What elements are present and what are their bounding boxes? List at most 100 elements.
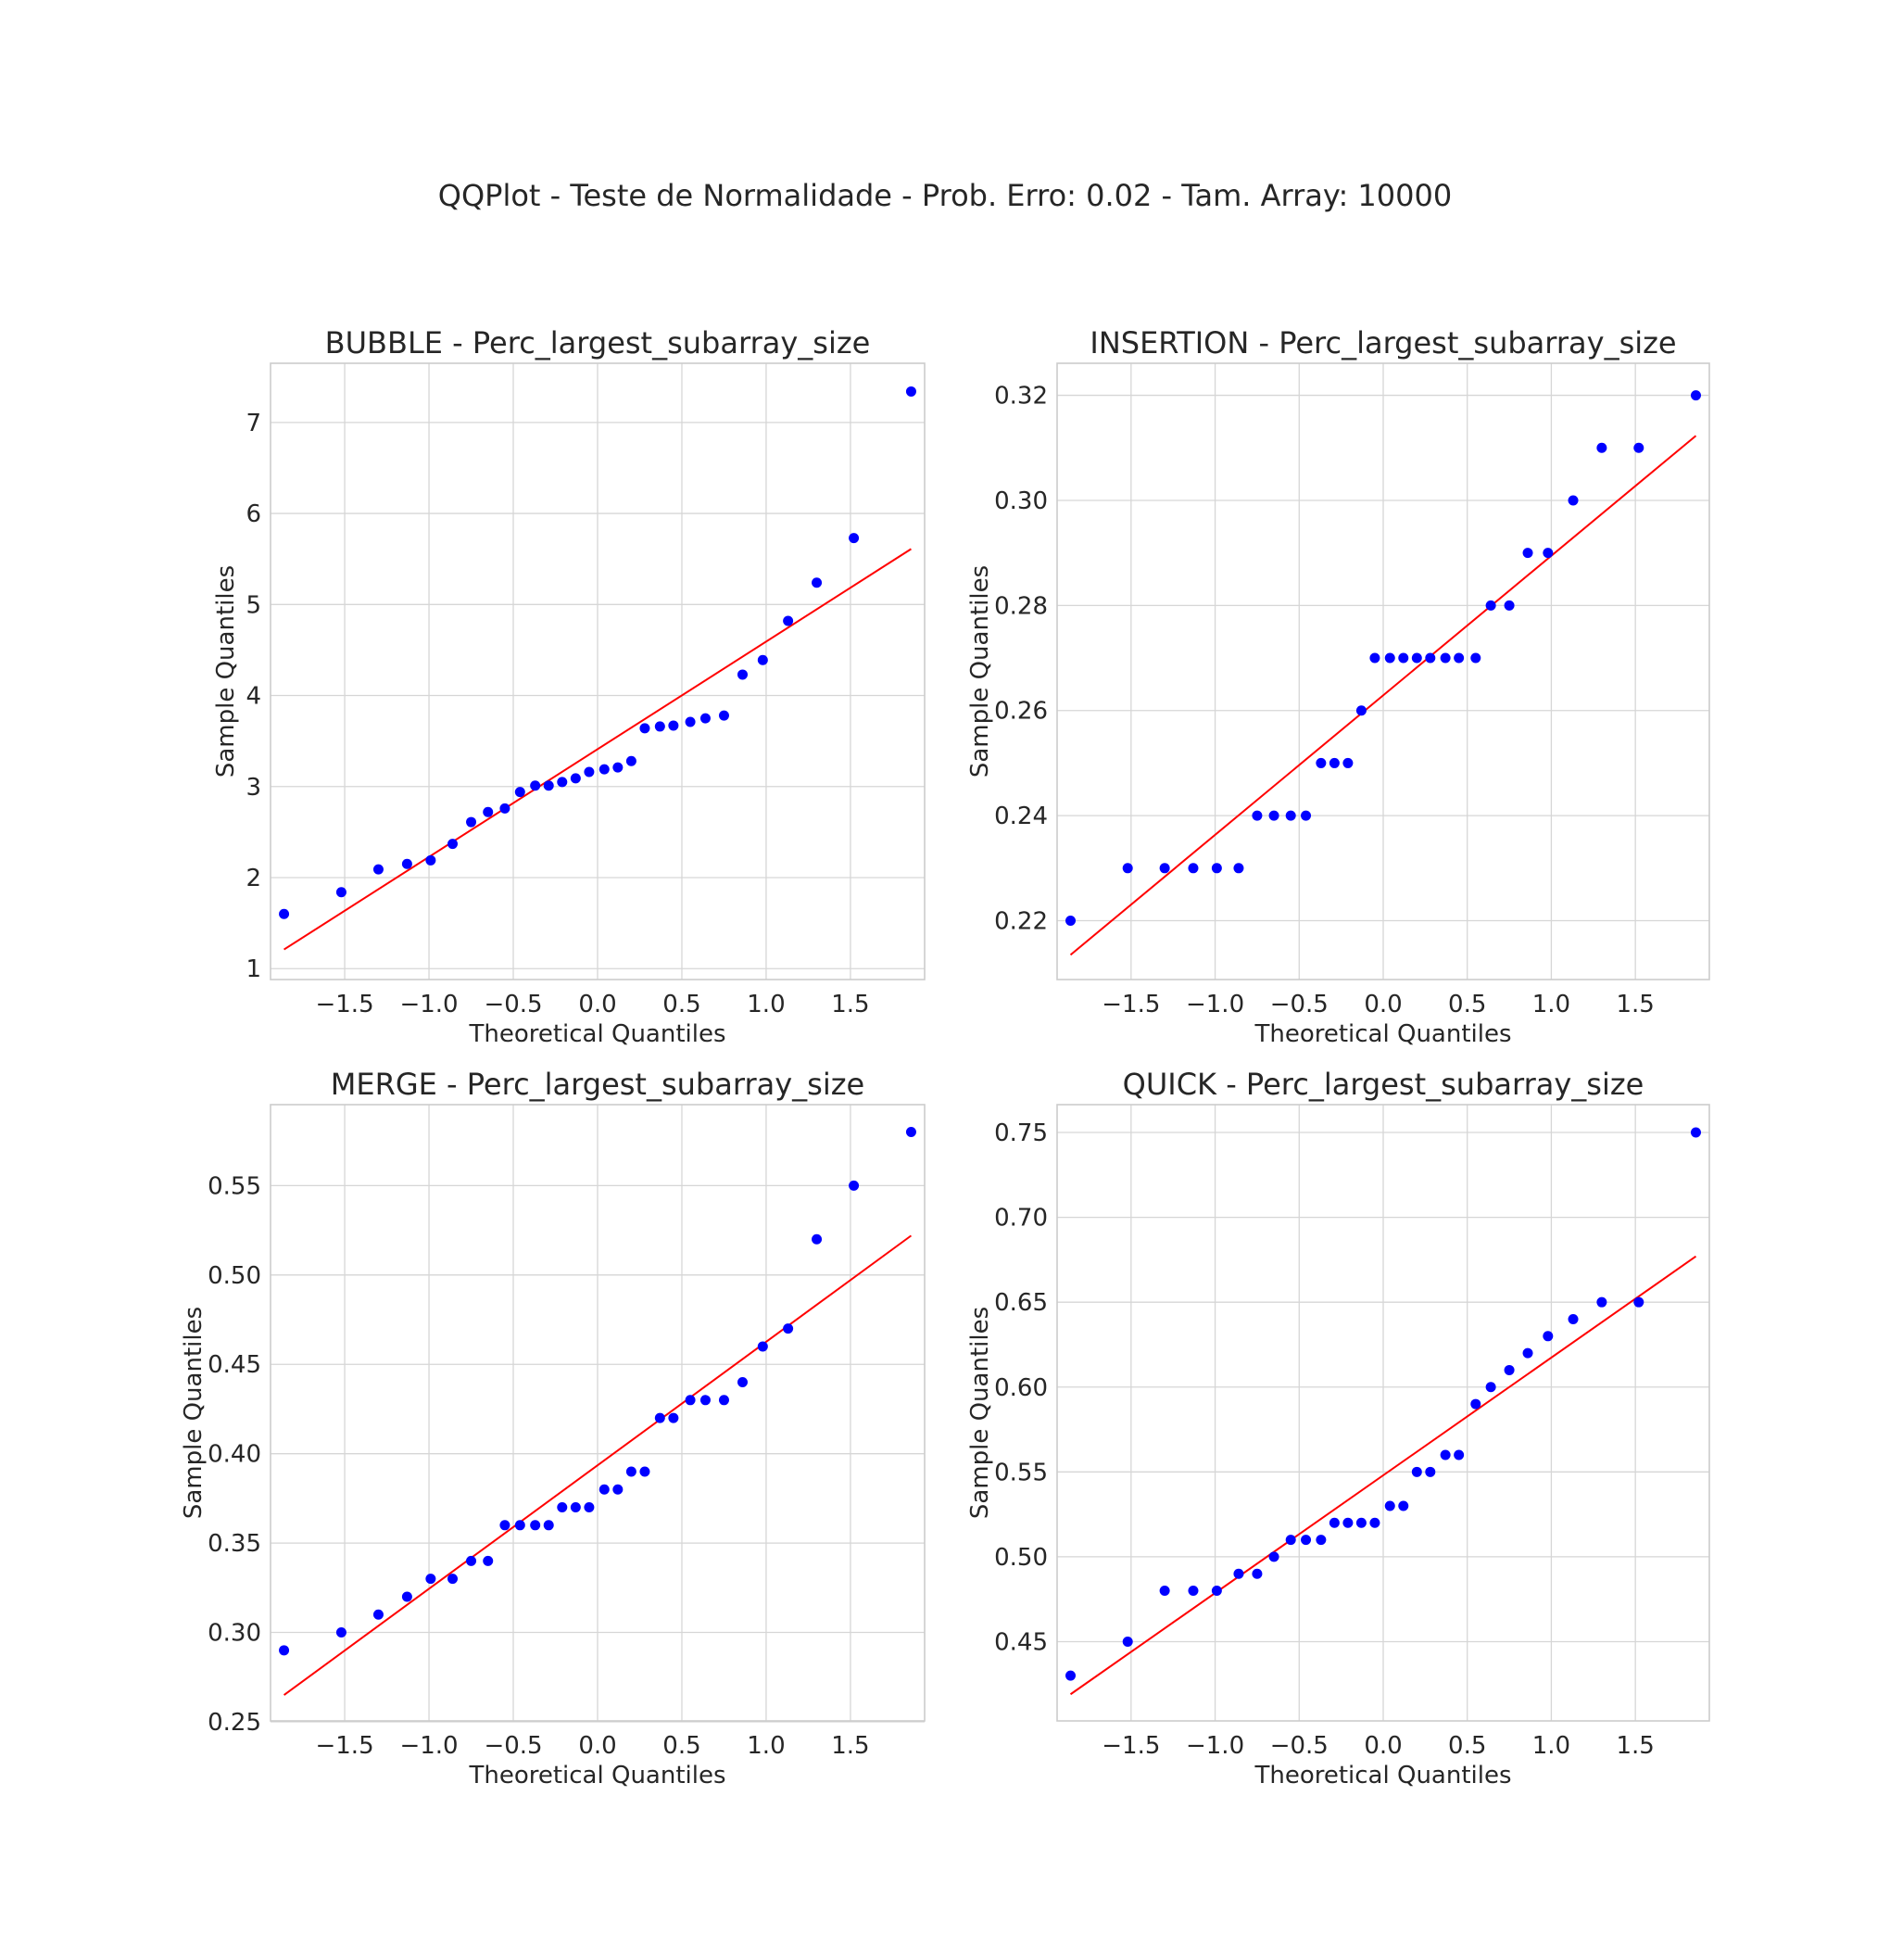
x-tick-label: 0.5	[662, 991, 700, 1018]
data-point	[668, 720, 679, 731]
y-tick-label: 0.70	[994, 1205, 1048, 1233]
y-axis-label: Sample Quantiles	[180, 1307, 208, 1519]
data-point	[1285, 1535, 1296, 1546]
data-point	[598, 764, 610, 775]
x-tick-label: 1.5	[1616, 991, 1654, 1018]
y-tick-label: 0.50	[208, 1262, 261, 1290]
panel-bubble: −1.5 −1.0 −0.5 0.0 0.5 1.0 1.5 1 2 3 4 5 6 7 Theoretic…	[212, 325, 926, 1048]
data-point	[372, 864, 384, 875]
data-point	[557, 777, 568, 788]
data-point	[1233, 1568, 1244, 1579]
y-tick-label: 0.25	[208, 1709, 261, 1737]
data-point	[1398, 652, 1409, 664]
data-point	[279, 908, 290, 919]
y-tick-label: 0.26	[994, 698, 1048, 726]
data-point	[1543, 548, 1554, 559]
data-point	[335, 1627, 346, 1638]
panel-title: BUBBLE - Perc_largest_subarray_size	[325, 325, 871, 360]
data-point	[584, 1502, 595, 1513]
data-point	[570, 1502, 581, 1513]
data-point	[401, 858, 412, 869]
data-point	[1568, 495, 1579, 506]
data-point	[1384, 1500, 1395, 1511]
data-point	[639, 723, 650, 734]
plot-frame	[1056, 362, 1710, 980]
x-tick-label: −0.5	[484, 1732, 542, 1760]
data-point	[1454, 1449, 1465, 1461]
data-point	[1596, 1296, 1607, 1308]
y-tick-label: 0.30	[994, 487, 1048, 515]
data-point	[699, 1395, 711, 1406]
data-point	[685, 1395, 696, 1406]
data-point	[466, 816, 477, 828]
panel-merge: −1.5 −1.0 −0.5 0.0 0.5 1.0 1.5 0.25 0.30 0.35 0.40…	[180, 1067, 926, 1789]
x-tick-label: 1.0	[747, 991, 785, 1018]
x-tick-label: 0.5	[1448, 991, 1486, 1018]
data-point	[1384, 652, 1395, 664]
y-tick-label: 1	[246, 955, 261, 983]
data-point	[1268, 810, 1279, 821]
data-point	[1440, 1449, 1451, 1461]
x-tick-label: −1.5	[315, 1732, 373, 1760]
data-point	[1188, 863, 1199, 874]
data-point	[783, 1323, 794, 1334]
data-point	[499, 1520, 510, 1531]
data-point	[1454, 652, 1465, 664]
plot-frame	[1056, 1104, 1710, 1722]
data-point	[1633, 442, 1644, 453]
x-tick-label: 0.5	[1448, 1732, 1486, 1760]
data-point	[1425, 652, 1436, 664]
data-point	[425, 1574, 436, 1585]
data-point	[1316, 1535, 1327, 1546]
data-point	[812, 577, 823, 588]
data-point	[1596, 442, 1607, 453]
data-point	[849, 1180, 860, 1191]
data-point	[1329, 1517, 1340, 1528]
data-point	[1316, 757, 1327, 768]
data-point	[466, 1555, 477, 1566]
data-point	[1369, 1517, 1380, 1528]
data-point	[668, 1412, 679, 1423]
x-tick-label: 1.0	[747, 1732, 785, 1760]
data-point	[514, 787, 525, 798]
data-point	[598, 1484, 610, 1495]
x-tick-label: 0.0	[1364, 1732, 1402, 1760]
figure-title: QQPlot - Teste de Normalidade - Prob. Er…	[437, 178, 1453, 213]
data-point	[1122, 1636, 1133, 1647]
y-axis-label: Sample Quantiles	[212, 565, 240, 778]
data-point	[1504, 1364, 1515, 1375]
data-point	[1470, 652, 1481, 664]
panel-title: MERGE - Perc_largest_subarray_size	[331, 1067, 864, 1102]
panel-quick: −1.5 −1.0 −0.5 0.0 0.5 1.0 1.5 0.45 0.50 0.55 0.60…	[966, 1067, 1710, 1789]
data-point	[447, 1574, 459, 1585]
y-tick-label: 0.45	[208, 1351, 261, 1379]
data-point	[783, 615, 794, 626]
data-point	[447, 839, 459, 850]
data-point	[483, 806, 494, 817]
data-point	[757, 654, 768, 665]
y-tick-label: 0.35	[208, 1530, 261, 1558]
data-point	[1425, 1466, 1436, 1477]
panel-insertion: −1.5 −1.0 −0.5 0.0 0.5 1.0 1.5 0.22 0.24 0.26 0.28…	[966, 325, 1710, 1048]
data-point	[654, 1412, 665, 1423]
y-tick-label: 0.22	[994, 908, 1048, 936]
data-point	[612, 1484, 624, 1495]
x-tick-label: 1.5	[831, 991, 869, 1018]
x-tick-label: 1.5	[831, 1732, 869, 1760]
data-point	[905, 1127, 916, 1138]
y-tick-label: 7	[246, 410, 261, 437]
data-point	[1522, 548, 1533, 559]
panel-title: INSERTION - Perc_largest_subarray_size	[1090, 325, 1676, 360]
data-point	[1252, 810, 1263, 821]
data-point	[1285, 810, 1296, 821]
data-point	[737, 669, 748, 680]
data-point	[499, 803, 510, 814]
y-tick-label: 2	[246, 865, 261, 892]
y-tick-label: 3	[246, 774, 261, 802]
x-tick-label: 0.0	[1364, 991, 1402, 1018]
data-point	[530, 780, 541, 791]
data-point	[1369, 652, 1380, 664]
reference-line	[1069, 435, 1697, 956]
plot-frame	[270, 1104, 926, 1722]
data-point	[1440, 652, 1451, 664]
